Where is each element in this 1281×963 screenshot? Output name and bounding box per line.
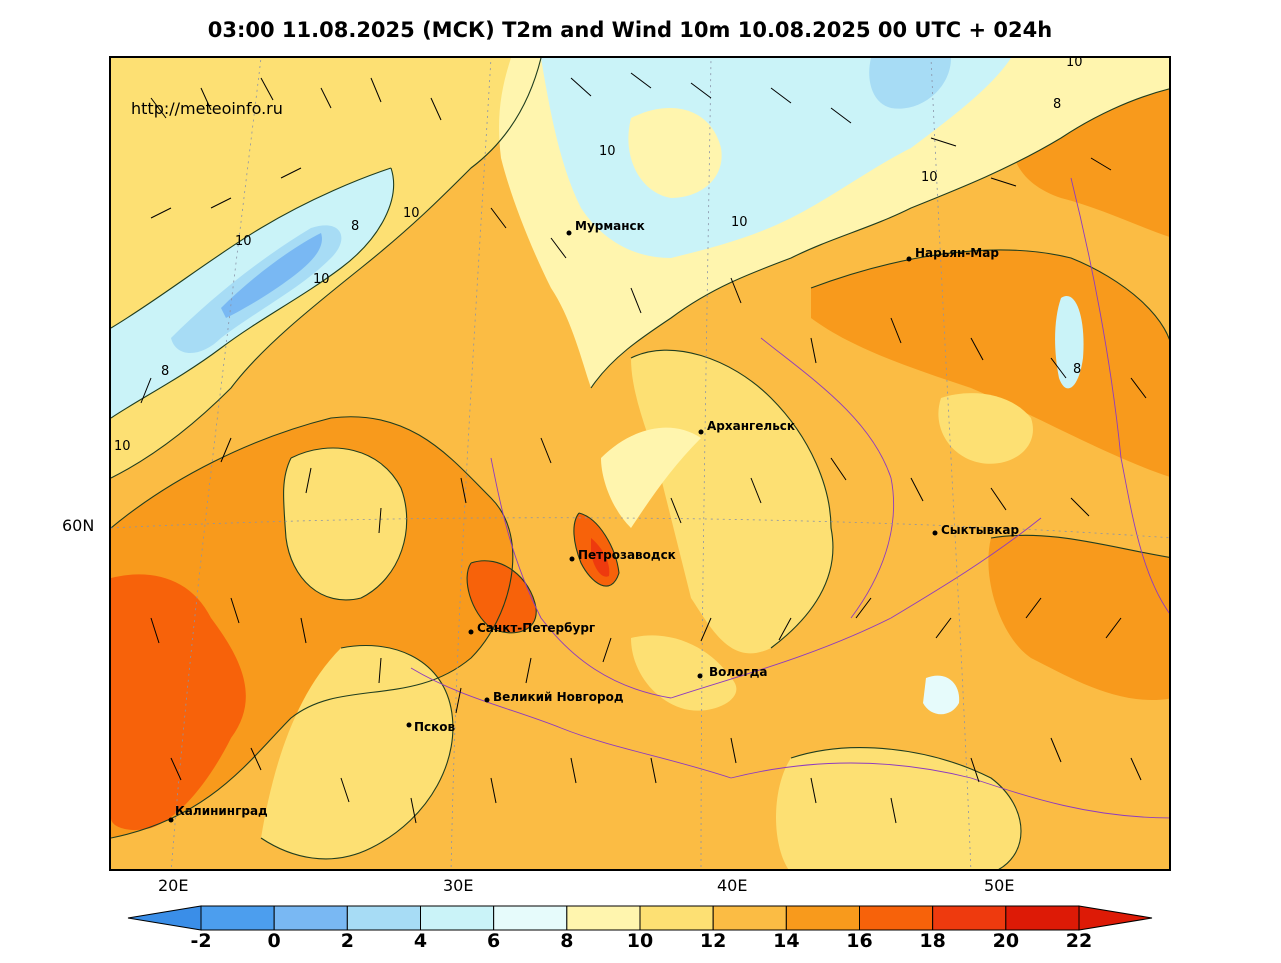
contour-label: 10 (313, 272, 330, 287)
colorbar-tick-label: -2 (190, 930, 212, 952)
temperature-map: 10 8 10 10 10 10 8 10 10 8 8 10 Мурманск… (111, 58, 1169, 869)
city-label-petrozavodsk: Петрозаводск (578, 548, 676, 562)
temp-band-6-8-novaya-zemlya (869, 58, 951, 109)
cities: Мурманск Нарьян-Мар Архангельск Сыктывка… (168, 219, 1019, 823)
colorbar-tick-label: 4 (413, 930, 428, 952)
colorbar-tick-label: 6 (487, 930, 501, 952)
contour-label: 10 (731, 215, 748, 230)
lon-label-40e: 40E (717, 876, 748, 895)
city-label-vologda: Вологда (709, 665, 767, 679)
contour-label: 10 (1066, 58, 1083, 70)
temp-band-12-14-vologda (631, 635, 737, 711)
temp-band-12-14-komi (938, 393, 1033, 464)
city-marker-arkhangelsk (698, 429, 704, 435)
colorbar-cell (566, 905, 641, 931)
lon-label-20e: 20E (158, 876, 189, 895)
colorbar (127, 905, 1153, 931)
temp-band-12-14-karelia-east (631, 350, 833, 654)
lon-label-50e: 50E (984, 876, 1015, 895)
contour-label: 10 (403, 206, 420, 221)
contour-value-labels: 10 8 10 10 10 10 8 10 10 8 8 10 (114, 58, 1083, 454)
contour-label: 8 (161, 364, 169, 379)
colorbar-tick-label: 18 (919, 930, 946, 952)
contour-label: 10 (599, 144, 616, 159)
colorbar-tick-label: 20 (992, 930, 1020, 952)
city-marker-syktyvkar (932, 530, 938, 536)
colorbar-tick-label: 14 (773, 930, 800, 952)
contour-label: 8 (1073, 362, 1081, 377)
temp-band-12-14-south (776, 747, 1021, 869)
temp-band-12-14-baltics (261, 645, 453, 859)
colorbar-over-arrow (1078, 905, 1153, 931)
colorbar-cell (273, 905, 348, 931)
colorbar-tick-label: 0 (267, 930, 281, 952)
colorbar-tick-label: 12 (699, 930, 727, 952)
map-title: 03:00 11.08.2025 (МСК) T2m and Wind 10m … (207, 18, 1053, 42)
colorbar-tick-label: 16 (846, 930, 873, 952)
temp-band-10-cold-spot (923, 675, 960, 715)
city-label-kaliningrad: Калининград (175, 804, 268, 818)
colorbar-tick-label: 8 (560, 930, 574, 952)
colorbar-cell (712, 905, 787, 931)
region-borders (410, 177, 1169, 819)
colorbar-cell (420, 905, 495, 931)
contour-label: 10 (921, 170, 938, 185)
temp-band-8-10-ural (1055, 296, 1084, 389)
city-label-arkhangelsk: Архангельск (707, 419, 795, 433)
colorbar-cell (200, 905, 275, 931)
watermark-url: http://meteoinfo.ru (131, 99, 283, 118)
temp-band-16-18-east (988, 535, 1169, 700)
colorbar-under-arrow (127, 905, 202, 931)
colorbar-tick-label: 2 (340, 930, 354, 952)
contour-label: 8 (1053, 97, 1061, 112)
temp-band-16-18-northeast (811, 249, 1169, 477)
city-marker-petrozavodsk (569, 556, 575, 562)
colorbar-cell (1005, 905, 1080, 931)
city-marker-veliky-novgorod (484, 697, 490, 703)
colorbar-cell (493, 905, 568, 931)
city-marker-pskov (406, 722, 412, 728)
colorbar-tick-label: 22 (1065, 930, 1093, 952)
temp-band-4-6-mountains (221, 233, 322, 318)
colorbar-tick-label: 10 (626, 930, 654, 952)
contour-label: 10 (114, 439, 131, 454)
lat-lon-grid (111, 58, 1169, 869)
colorbar-cell (932, 905, 1007, 931)
temp-band-10-12-white-sea (601, 427, 701, 528)
wind-barbs (140, 72, 1147, 824)
temp-band-16-18-far-northeast (1011, 89, 1169, 237)
lat-label-60n: 60N (62, 516, 95, 535)
city-marker-kaliningrad (168, 817, 174, 823)
map-panel: 10 8 10 10 10 10 8 10 10 8 8 10 Мурманск… (109, 56, 1171, 871)
contour-label: 8 (351, 219, 359, 234)
temp-band-12-14-finland (283, 448, 407, 600)
colorbar-cell (785, 905, 860, 931)
city-marker-murmansk (566, 230, 572, 236)
contour-label: 10 (235, 234, 252, 249)
city-marker-naryan-mar (906, 256, 912, 262)
temp-band-20-22-onega (591, 538, 610, 577)
temp-band-18-20-kaliningrad (111, 574, 246, 830)
colorbar-cell (639, 905, 714, 931)
temp-band-10-12-barents-patch (628, 108, 722, 198)
lon-label-30e: 30E (443, 876, 474, 895)
colorbar-cells (200, 905, 1080, 931)
city-label-saint-petersburg: Санкт-Петербург (477, 621, 595, 635)
contour-lines (111, 58, 1169, 869)
city-marker-saint-petersburg (468, 629, 474, 635)
city-label-veliky-novgorod: Великий Новгород (493, 690, 624, 704)
city-label-murmansk: Мурманск (575, 219, 645, 233)
city-label-pskov: Псков (414, 720, 456, 734)
colorbar-cell (346, 905, 421, 931)
colorbar-cell (859, 905, 934, 931)
city-marker-vologda (697, 673, 703, 679)
city-label-naryan-mar: Нарьян-Мар (915, 246, 999, 260)
temp-band-18-20-ladoga (467, 560, 537, 633)
city-label-syktyvkar: Сыктывкар (941, 523, 1019, 537)
